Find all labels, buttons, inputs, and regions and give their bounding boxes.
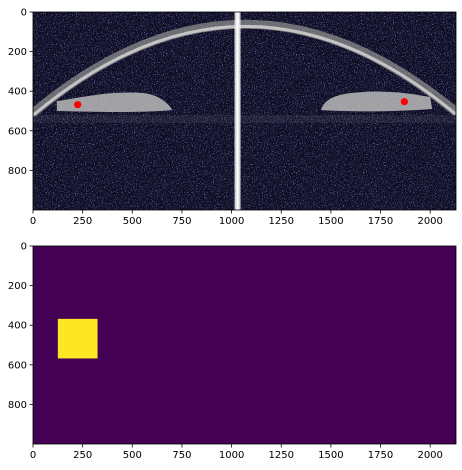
mask-y-tick-label: 0 <box>21 242 27 253</box>
oct-x-tick-label: 500 <box>123 216 142 227</box>
mask-heatmap-panel: 0 250 500 750 1000 1250 1500 1750 2000 0 200 400 600… <box>8 242 457 462</box>
mask-x-tick-label: 1500 <box>318 450 343 461</box>
mask-background <box>33 246 456 444</box>
oct-y-tick-label: 800 <box>8 166 27 177</box>
mask-x-tick-label: 0 <box>30 450 36 461</box>
oct-x-tick-label: 2000 <box>417 216 442 227</box>
scleral-spur-marker <box>74 101 82 109</box>
scleral-spur-marker <box>400 98 408 106</box>
mask-y-tick-label: 800 <box>8 400 27 411</box>
oct-axes: 0 250 500 750 1000 1250 1500 1750 2000 0 200 400 600… <box>8 8 443 228</box>
mask-x-tick-label: 1750 <box>368 450 393 461</box>
oct-x-tick-label: 1500 <box>318 216 343 227</box>
mask-x-tick-label: 250 <box>73 450 92 461</box>
mask-y-tick-label: 200 <box>8 281 27 292</box>
oct-image-panel: 0 250 500 750 1000 1250 1500 1750 2000 0 200 400 600… <box>8 8 457 228</box>
mask-y-tick-label: 600 <box>8 360 27 371</box>
mask-axes: 0 250 500 750 1000 1250 1500 1750 2000 0 200 400 600… <box>8 242 443 462</box>
mask-x-tick-label: 750 <box>172 450 191 461</box>
mask-x-tick-label: 500 <box>123 450 142 461</box>
mask-frame <box>32 245 457 445</box>
oct-x-tick-label: 250 <box>73 216 92 227</box>
mask-regions <box>57 318 98 359</box>
oct-markers <box>74 98 408 109</box>
oct-frame <box>32 11 457 211</box>
oct-x-tick-label: 1750 <box>368 216 393 227</box>
oct-y-tick-label: 600 <box>8 126 27 137</box>
oct-x-tick-label: 1250 <box>269 216 294 227</box>
mask-x-tick-label: 1000 <box>219 450 244 461</box>
oct-x-tick-label: 1000 <box>219 216 244 227</box>
oct-x-tick-label: 0 <box>30 216 36 227</box>
mask-y-tick-label: 400 <box>8 321 27 332</box>
oct-y-tick-label: 400 <box>8 87 27 98</box>
oct-grain <box>33 12 456 210</box>
oct-y-tick-label: 200 <box>8 47 27 58</box>
mask-region <box>57 318 98 359</box>
mask-x-tick-label: 2000 <box>417 450 442 461</box>
oct-x-tick-label: 750 <box>172 216 191 227</box>
mask-x-tick-label: 1250 <box>269 450 294 461</box>
oct-y-tick-label: 0 <box>21 8 27 19</box>
